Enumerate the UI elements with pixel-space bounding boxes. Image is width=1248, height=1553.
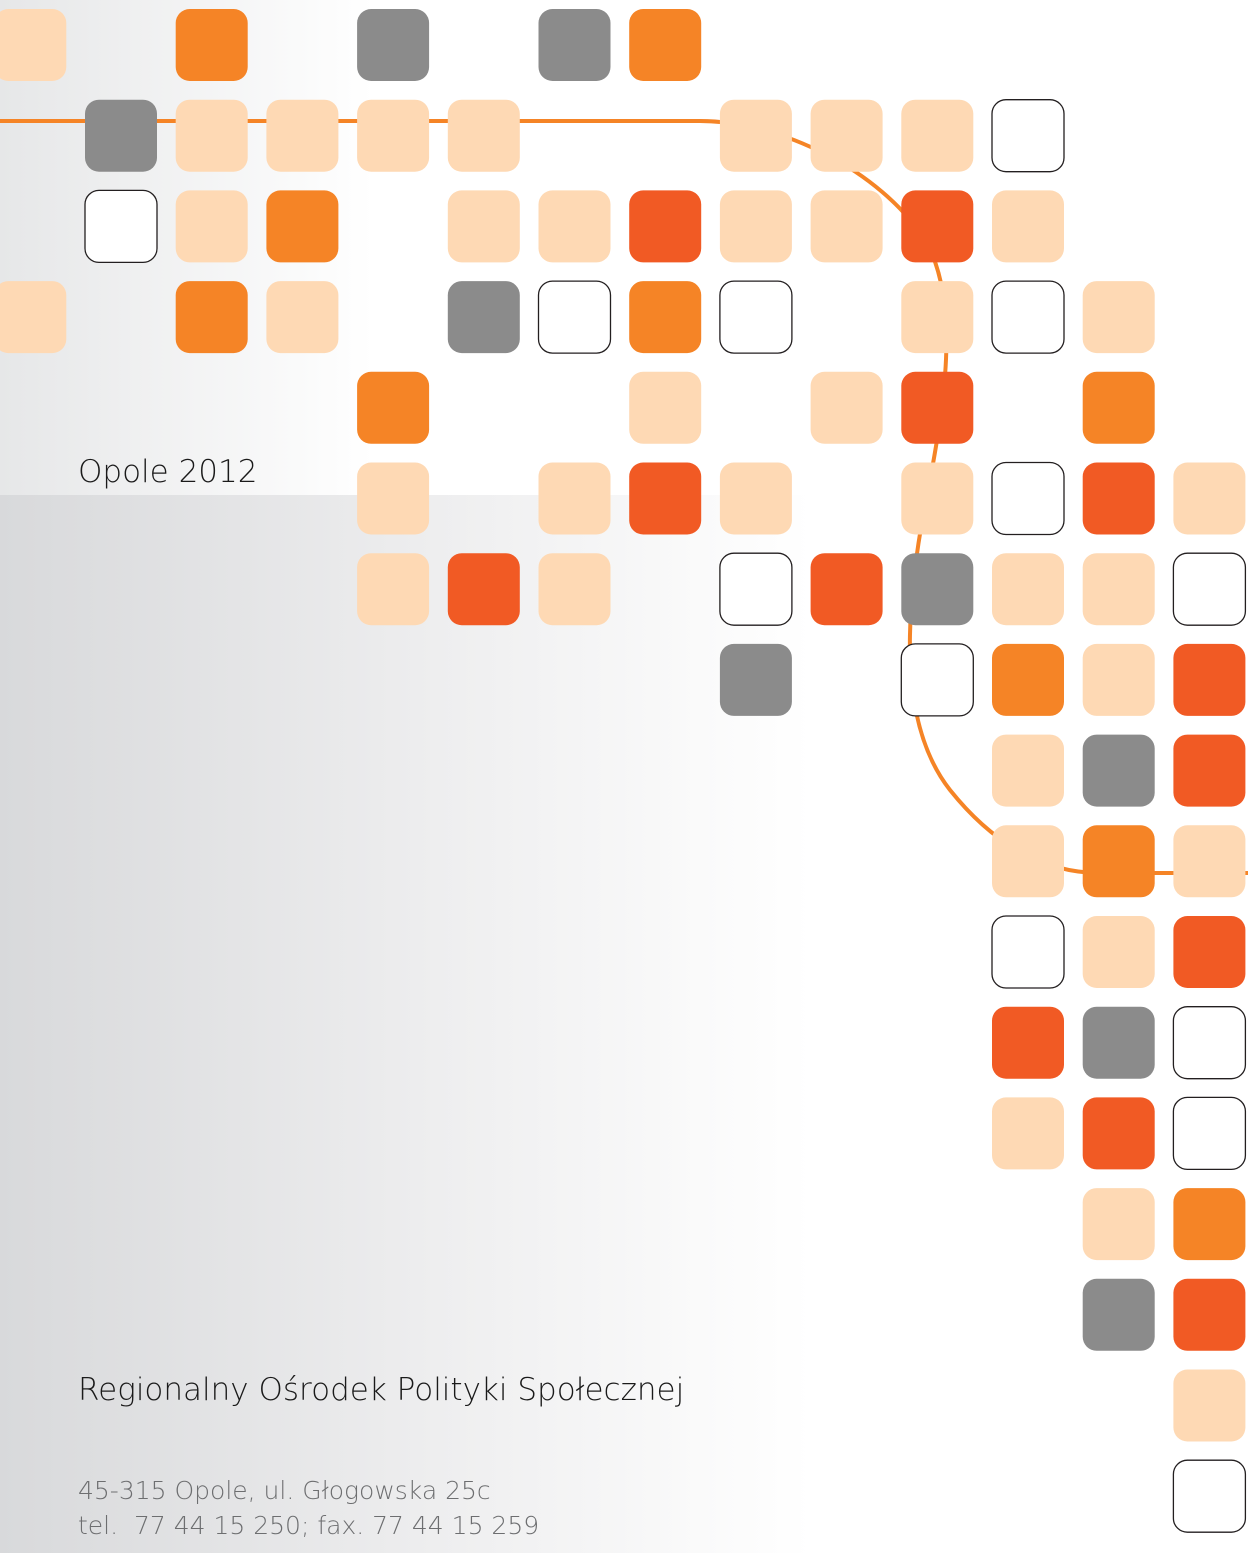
tile-grid	[0, 9, 1245, 1532]
tile-outline	[992, 916, 1064, 988]
tile	[1083, 1097, 1155, 1169]
tile	[266, 190, 338, 262]
tile-outline	[539, 281, 611, 353]
tile	[901, 463, 973, 535]
tile	[539, 9, 611, 81]
tile	[266, 100, 338, 172]
tile	[629, 190, 701, 262]
tile	[1173, 916, 1245, 988]
tile-outline	[85, 190, 157, 262]
tile	[1083, 553, 1155, 625]
tile	[992, 190, 1064, 262]
tile	[0, 281, 66, 353]
tile	[992, 644, 1064, 716]
tile	[448, 100, 520, 172]
tile	[176, 9, 248, 81]
tile	[176, 100, 248, 172]
tile	[1083, 916, 1155, 988]
tile	[901, 372, 973, 444]
tile	[176, 281, 248, 353]
tile	[1083, 1279, 1155, 1351]
tile	[901, 190, 973, 262]
tile-outline	[901, 644, 973, 716]
tile	[1173, 1279, 1245, 1351]
tile	[1083, 281, 1155, 353]
tile	[811, 372, 883, 444]
organization: Regionalny Ośrodek Polityki Społecznej	[78, 1372, 684, 1408]
tile	[1173, 463, 1245, 535]
tile	[1173, 735, 1245, 807]
tile	[1173, 1188, 1245, 1260]
tile	[1083, 735, 1155, 807]
tile	[1173, 644, 1245, 716]
tile-outline	[1173, 1097, 1245, 1169]
tile	[85, 100, 157, 172]
tile	[811, 190, 883, 262]
tile	[1083, 1188, 1155, 1260]
tile	[629, 372, 701, 444]
tile	[629, 281, 701, 353]
cover-page: {"place_year": "Opole 2012", "organizati…	[0, 0, 1248, 1553]
tile	[539, 553, 611, 625]
tile	[811, 553, 883, 625]
tile-outline	[992, 281, 1064, 353]
tile	[720, 190, 792, 262]
tile	[720, 100, 792, 172]
tile	[992, 553, 1064, 625]
decoration	[0, 0, 1248, 1553]
tile	[992, 1097, 1064, 1169]
tile	[992, 825, 1064, 897]
tile	[1173, 1370, 1245, 1442]
tile-outline	[992, 463, 1064, 535]
tile	[357, 100, 429, 172]
tile	[539, 463, 611, 535]
tile	[992, 735, 1064, 807]
tile	[357, 9, 429, 81]
tile	[357, 463, 429, 535]
tile	[1083, 825, 1155, 897]
tile	[720, 463, 792, 535]
tile	[901, 281, 973, 353]
tile	[811, 100, 883, 172]
tile	[357, 372, 429, 444]
address-line: 45-315 Opole, ul. Głogowska 25c	[78, 1476, 491, 1505]
tile	[992, 1007, 1064, 1079]
tile-outline	[1173, 553, 1245, 625]
tile	[448, 553, 520, 625]
tile	[901, 100, 973, 172]
tile	[539, 190, 611, 262]
tile	[176, 190, 248, 262]
tile	[1083, 1007, 1155, 1079]
tile-outline	[1173, 1460, 1245, 1532]
place-year: Opole 2012	[78, 454, 257, 490]
tile	[266, 281, 338, 353]
tile	[357, 553, 429, 625]
tile-outline	[1173, 1007, 1245, 1079]
tile	[720, 644, 792, 716]
tile-outline	[720, 553, 792, 625]
tile	[448, 190, 520, 262]
tile	[629, 463, 701, 535]
tile	[1173, 825, 1245, 897]
tile	[1083, 644, 1155, 716]
tile	[1083, 372, 1155, 444]
tile-outline	[992, 100, 1064, 172]
address-line: tel. 77 44 15 250; fax. 77 44 15 259	[78, 1511, 539, 1540]
tile	[629, 9, 701, 81]
tile	[448, 281, 520, 353]
tile	[0, 9, 66, 81]
tile	[901, 553, 973, 625]
tile	[1083, 463, 1155, 535]
tile-outline	[720, 281, 792, 353]
